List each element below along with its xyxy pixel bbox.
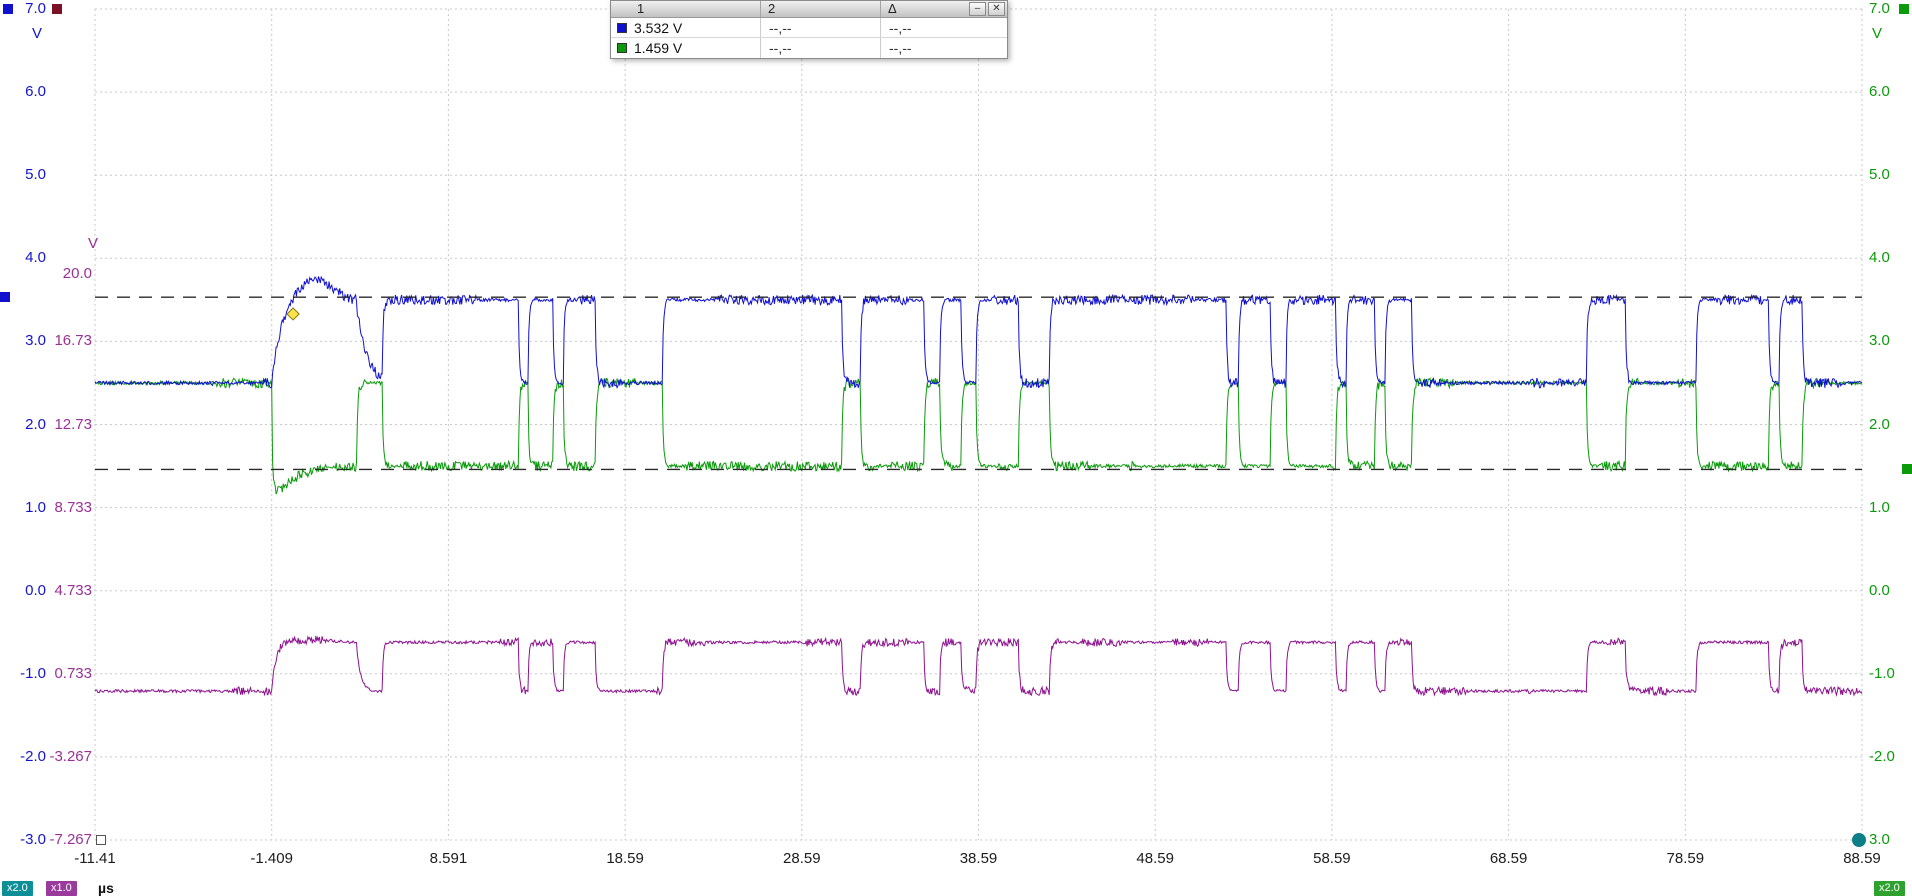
time-axis-label: 88.59: [1843, 850, 1881, 867]
time-axis-label: -11.41: [74, 850, 116, 867]
right-axis-label: 3.0: [1869, 332, 1890, 350]
right-axis-label: 2.0: [1869, 415, 1890, 433]
purple-axis-label: 8.733: [54, 498, 92, 516]
close-button[interactable]: ✕: [988, 2, 1005, 16]
right-axis-zoom-badge[interactable]: x2.0: [1874, 881, 1905, 896]
time-axis-label: 68.59: [1489, 850, 1528, 867]
time-axis-label: 58.59: [1313, 850, 1351, 867]
trace-channel-a: [94, 275, 1863, 389]
right-axis-label: -2.0: [1869, 747, 1895, 765]
left-axis-unit: V: [31, 25, 42, 42]
left-axis-label: -2.0: [20, 747, 46, 765]
left-axis-label: 7.0: [25, 0, 46, 17]
time-axis-label: 18.59: [606, 850, 644, 867]
left-axis-label: -3.0: [20, 831, 46, 848]
ruler-legend-titlebar[interactable]: 1 2 Δ – ✕: [611, 1, 1007, 18]
math-axis-marker[interactable]: [1852, 833, 1866, 847]
right-axis-unit: V: [1872, 25, 1883, 42]
left-axis-label: 1.0: [25, 498, 46, 516]
channel-a-swatch-icon: [617, 22, 627, 33]
time-axis-label: 28.59: [783, 850, 821, 867]
ruler-value-2: --,--: [761, 38, 881, 58]
purple-axis-unit: V: [87, 235, 98, 252]
left-axis-label: 6.0: [25, 83, 46, 101]
ruler-legend-col-delta: Δ: [888, 1, 897, 16]
right-axis-bottom-label: 3.0: [1869, 831, 1890, 848]
left-axis-zoom-badge[interactable]: x2.0: [2, 881, 33, 896]
ruler-value-1: 1.459 V: [634, 40, 683, 56]
window-buttons: – ✕: [969, 2, 1005, 16]
time-axis-label: 48.59: [1136, 850, 1174, 867]
right-axis-label: 5.0: [1869, 166, 1890, 184]
time-axis-label: -1.409: [250, 850, 293, 867]
purple-axis-label: 4.733: [54, 581, 92, 599]
ruler-value-2: --,--: [761, 18, 881, 37]
channel-a-top-marker[interactable]: [3, 4, 13, 14]
minimize-button[interactable]: –: [969, 2, 986, 16]
purple-axis-label: 20.0: [62, 264, 92, 282]
trigger-marker[interactable]: [286, 307, 300, 321]
purple-axis-label: 12.73: [54, 415, 92, 433]
right-axis-label: 4.0: [1869, 249, 1890, 267]
purple-axis-label: 0.733: [54, 664, 92, 682]
purple-axis-label: 16.73: [54, 332, 92, 350]
ruler-value-delta: --,--: [889, 40, 912, 56]
right-axis-label: -1.0: [1869, 664, 1895, 682]
time-axis-label: 78.59: [1666, 850, 1705, 867]
purple-axis-handle[interactable]: [96, 835, 106, 845]
ruler-legend-col-2: 2: [761, 1, 881, 17]
purple-axis-zoom-badge[interactable]: x1.0: [46, 881, 77, 896]
channel-a-ruler-handle[interactable]: [0, 292, 10, 303]
trace-math-differential: [94, 635, 1863, 697]
time-axis-label: 38.59: [959, 850, 998, 867]
ruler-legend-row: 3.532 V --,-- --,--: [611, 18, 1007, 38]
time-axis-unit: µs: [98, 880, 114, 896]
channel-b-top-marker[interactable]: [1899, 4, 1909, 14]
channel-b-ruler-handle[interactable]: [1902, 464, 1912, 475]
left-axis-label: 0.0: [25, 581, 46, 599]
purple-axis-label: -7.267: [49, 831, 92, 848]
time-axis-label: 8.591: [429, 850, 468, 867]
left-axis-label: 4.0: [25, 249, 46, 267]
left-axis-label: -1.0: [20, 664, 46, 682]
right-axis-label: 0.0: [1869, 581, 1890, 599]
ruler-legend-col-1: 1: [611, 1, 761, 17]
ruler-legend-rows: 3.532 V --,-- --,-- 1.459 V --,-- --,--: [611, 18, 1007, 58]
left-axis-label: 5.0: [25, 166, 46, 184]
purple-axis-label: -3.267: [49, 747, 92, 765]
ruler-value-1: 3.532 V: [634, 19, 683, 36]
right-axis-label: 1.0: [1869, 498, 1890, 516]
ruler-legend-row: 1.459 V --,-- --,--: [611, 38, 1007, 58]
channel-b-swatch-icon: [617, 43, 627, 53]
left-axis-label: 2.0: [25, 415, 46, 433]
left-axis-label: 3.0: [25, 332, 46, 350]
right-axis-label: 6.0: [1869, 83, 1890, 101]
ruler-legend-window[interactable]: 1 2 Δ – ✕ 3.532 V --,-- --,-- 1.459 V --,-- -…: [610, 0, 1008, 59]
right-axis-label: 7.0: [1869, 0, 1890, 17]
ruler-value-delta: --,--: [889, 19, 912, 36]
maroon-marker[interactable]: [52, 4, 62, 14]
